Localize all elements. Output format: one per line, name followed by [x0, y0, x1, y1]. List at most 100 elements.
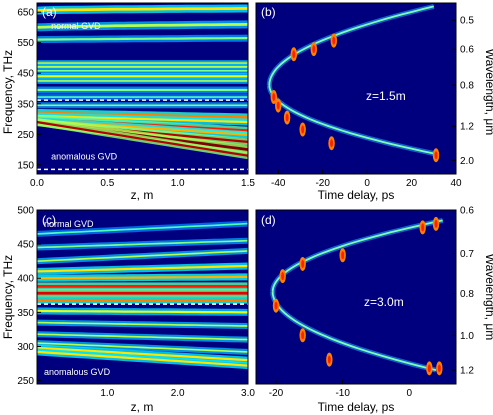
panel-a-spectrogram [36, 4, 249, 160]
panel-a-x-label: z, m [131, 188, 154, 202]
y-tick-label: 1.0 [460, 331, 474, 342]
y-tick-label: 250 [17, 376, 34, 387]
spectral-band [36, 239, 249, 249]
spectral-band [36, 222, 249, 235]
panel-d-background [256, 210, 456, 384]
spectral-band [36, 23, 249, 29]
x-tick-label: -10 [335, 388, 350, 399]
panel-d-x-axis: -20 -10 0 [269, 380, 413, 399]
soliton-core [301, 125, 305, 134]
soliton-core [274, 301, 278, 310]
x-tick-label: 1.0 [171, 178, 185, 189]
spectral-band [36, 250, 249, 263]
panel-b-label: (b) [261, 5, 276, 19]
panel-b-background [256, 3, 456, 174]
y-tick-label: 1.2 [460, 122, 474, 133]
spectral-band [36, 346, 249, 362]
y-tick-label: 0.5 [460, 16, 474, 27]
y-tick-label: 550 [17, 38, 34, 49]
y-tick-label: 0.6 [460, 45, 474, 56]
panel-c-x-axis: 1.0 2.0 3.0 [100, 380, 255, 399]
spectral-band [37, 275, 248, 280]
y-tick-label: 0.6 [460, 206, 474, 217]
y-tick-label: 0.7 [460, 249, 474, 260]
panel-c-spectrogram [36, 220, 249, 370]
y-tick-label: 450 [17, 69, 34, 80]
x-tick-label: -40 [271, 178, 286, 189]
panel-a: (a) normal GVD anomalous GVD 0.0 0.5 1.0 1.… [1, 2, 255, 202]
panel-a-dashed-lines [37, 99, 248, 171]
y-tick-label: 300 [17, 342, 34, 353]
soliton-core [281, 272, 285, 281]
panel-c-annotation-anomalous-gvd: anomalous GVD [44, 367, 111, 377]
y-tick-label: 0.8 [460, 289, 474, 300]
x-tick-label: 0.5 [100, 178, 114, 189]
panel-c-y-label: Frequency, THz [1, 255, 15, 339]
x-tick-label: 40 [450, 178, 462, 189]
soliton-core [330, 139, 334, 148]
spectral-band [36, 121, 249, 157]
panel-b-y-label: Wavelength, μm [483, 49, 493, 136]
x-tick-label: -20 [269, 388, 284, 399]
x-tick-label: 1.0 [100, 388, 114, 399]
trace-line [268, 5, 435, 86]
spectral-band [36, 342, 249, 353]
spectral-band [36, 350, 249, 367]
soliton-core [332, 36, 336, 45]
soliton-core [276, 101, 280, 110]
panel-b-trace [266, 3, 440, 163]
panel-a-label: (a) [42, 5, 57, 19]
trace-line [271, 219, 443, 292]
panel-b-x-axis: -40 -20 0 20 40 [271, 170, 462, 189]
spectral-band [37, 309, 249, 314]
x-tick-label: 0.0 [30, 178, 44, 189]
soliton-core [434, 151, 438, 160]
panel-b-frame [255, 2, 457, 175]
y-tick-label: 350 [17, 308, 34, 319]
soliton-core [437, 364, 441, 373]
y-tick-label: 150 [17, 160, 34, 171]
panel-d-trace [270, 216, 444, 376]
panel-b: (b) z=1.5m -40 -20 0 20 40 0.5 0.6 0.8 1.2 2.0 T… [255, 2, 493, 202]
spectral-band [36, 37, 249, 41]
panel-a-x-axis: 0.0 0.5 1.0 1.5 [30, 170, 255, 189]
y-tick-label: 1.2 [460, 366, 474, 377]
x-tick-label: 1.5 [241, 178, 255, 189]
y-tick-label: 350 [17, 99, 34, 110]
y-tick-label: 0.8 [460, 81, 474, 92]
spectral-band [36, 333, 249, 341]
soliton-core [421, 223, 425, 232]
x-tick-label: -20 [315, 178, 330, 189]
soliton-core [427, 364, 431, 373]
y-tick-label: 650 [17, 8, 34, 19]
x-tick-label: 2.0 [171, 388, 185, 399]
panel-d-frame [255, 209, 457, 385]
soliton-core [292, 50, 296, 59]
spectral-band [36, 264, 249, 273]
panel-b-y-axis: 0.5 0.6 0.8 1.2 2.0 [452, 16, 474, 167]
panel-d-y-axis: 0.6 0.7 0.8 1.0 1.2 [452, 206, 474, 377]
x-tick-label: 0 [407, 388, 413, 399]
panel-c: (c) normal GVD anomalous GVD 1.0 2.0 3.0 2… [1, 206, 255, 415]
panel-d-y-label: Wavelength, μm [483, 254, 493, 341]
soliton-core [285, 113, 289, 122]
y-tick-label: 2.0 [460, 156, 474, 167]
soliton-core [301, 259, 305, 268]
panel-d-x-label: Time delay, ps [318, 400, 395, 414]
panel-a-frame [36, 2, 249, 175]
soliton-core [434, 219, 438, 228]
panel-a-annotation-normal-gvd: normal GVD [51, 21, 101, 31]
soliton-core [272, 93, 276, 102]
panel-c-label: (c) [42, 213, 56, 227]
panel-b-annotation: z=1.5m [366, 89, 406, 103]
panel-c-frame [36, 209, 249, 385]
panel-a-y-label: Frequency, THz [1, 50, 15, 134]
soliton-core [312, 45, 316, 54]
soliton-core [341, 251, 345, 260]
x-tick-label: 20 [406, 178, 418, 189]
panel-b-x-label: Time delay, ps [318, 188, 395, 202]
panel-a-y-axis: 150 250 350 450 550 650 [17, 8, 41, 171]
panel-c-x-label: z, m [131, 400, 154, 414]
panel-d-label: (d) [261, 213, 276, 227]
